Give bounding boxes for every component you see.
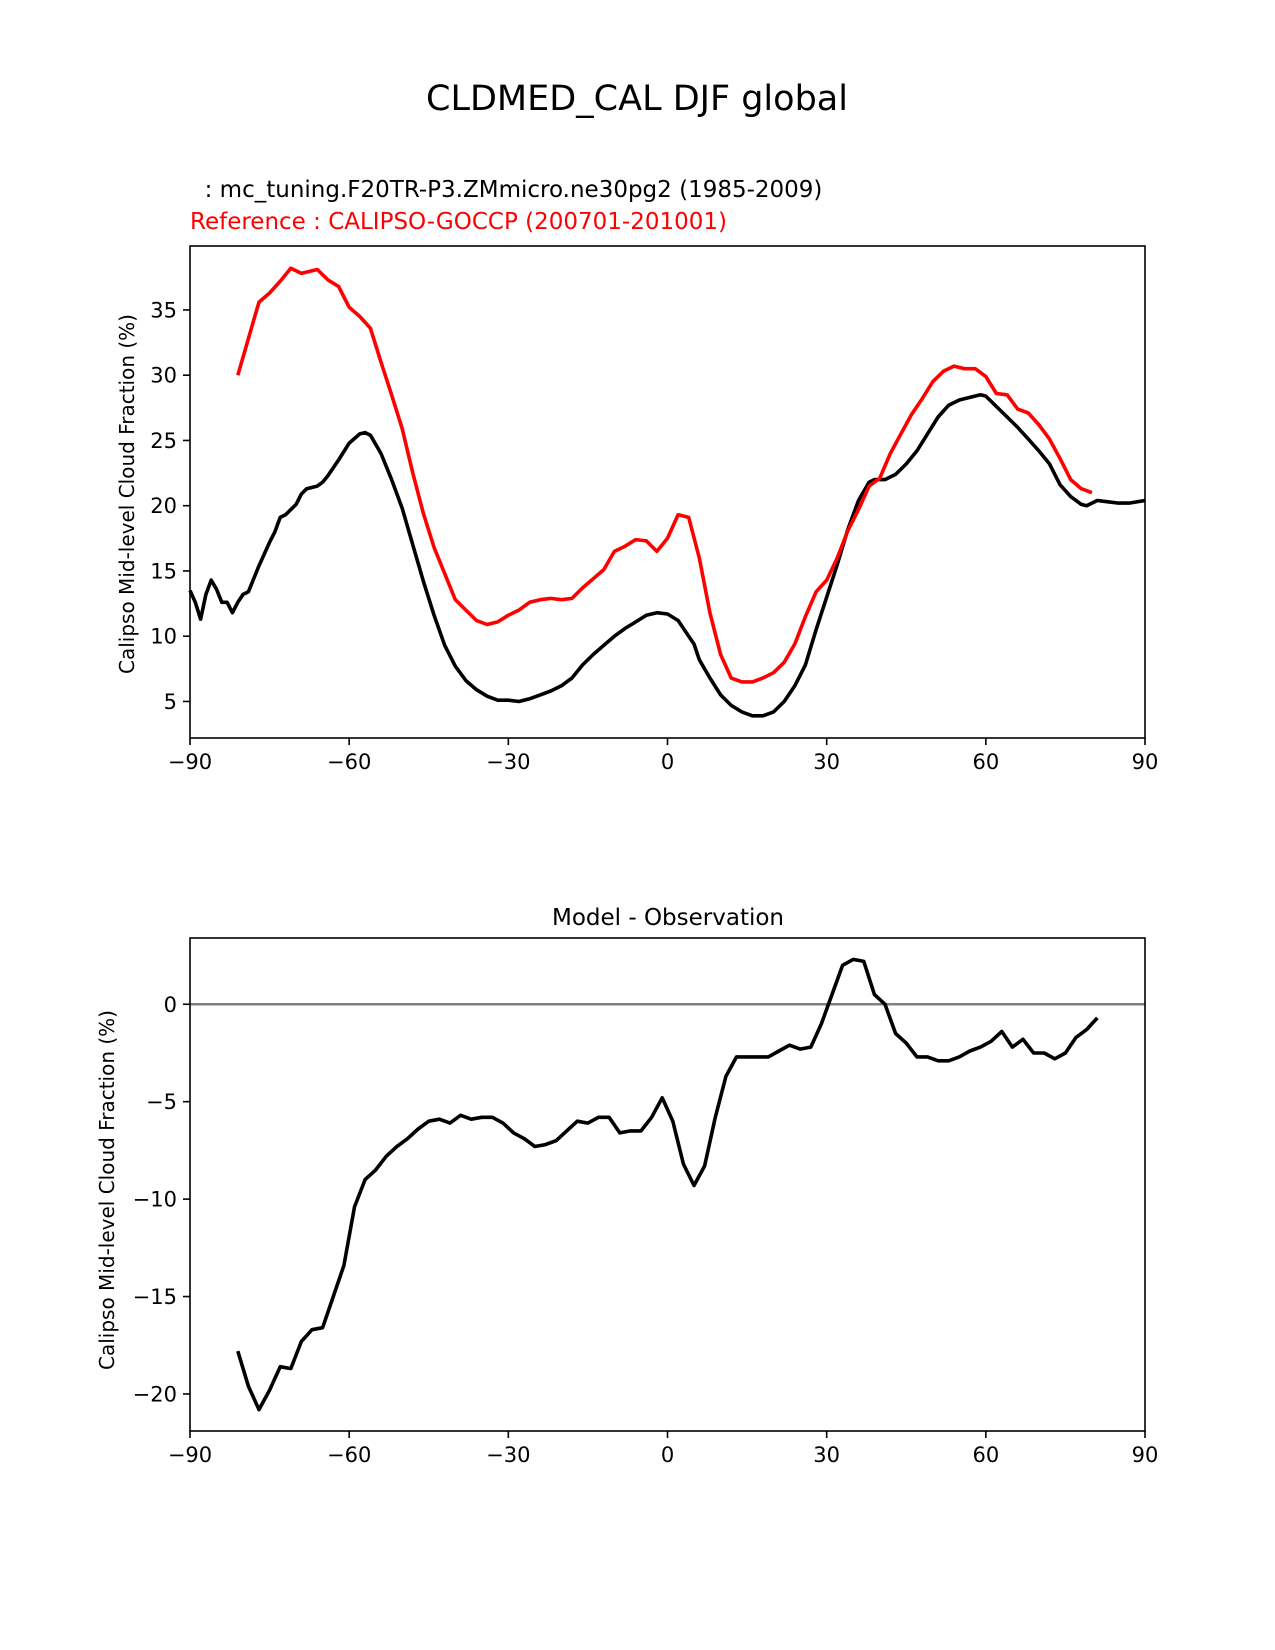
bottom-y-axis-label: Calipso Mid-level Cloud Fraction (%) bbox=[95, 1010, 119, 1370]
reference-subtitle: Reference : CALIPSO-GOCCP (200701-201001… bbox=[190, 209, 727, 235]
top-x-tick-label: −30 bbox=[486, 750, 530, 774]
top-plot-area: −90 −60 −30 0 30 60 90 5 10 15 20 25 30 35 bbox=[150, 245, 1159, 774]
top-x-tick-label: −60 bbox=[327, 750, 371, 774]
top-y-axis-label: Calipso Mid-level Cloud Fraction (%) bbox=[115, 314, 139, 674]
top-panel: : mc_tuning.F20TR-P3.ZMmicro.ne30pg2 (19… bbox=[115, 177, 1158, 774]
bottom-x-tick-label: −90 bbox=[168, 1443, 212, 1467]
top-y-tick-label: 20 bbox=[150, 494, 177, 518]
top-x-tick-label: 90 bbox=[1132, 750, 1159, 774]
bottom-x-tick-label: 60 bbox=[972, 1443, 999, 1467]
bottom-x-tick-label: −30 bbox=[486, 1443, 530, 1467]
top-x-tick-label: 0 bbox=[661, 750, 674, 774]
bottom-x-tick-label: 30 bbox=[813, 1443, 840, 1467]
top-x-tick-label: −90 bbox=[168, 750, 212, 774]
bottom-x-tick-label: 90 bbox=[1132, 1443, 1159, 1467]
bottom-x-tick-label: 0 bbox=[661, 1443, 674, 1467]
model-subtitle: : mc_tuning.F20TR-P3.ZMmicro.ne30pg2 (19… bbox=[190, 177, 822, 203]
bottom-y-tick-label: −15 bbox=[133, 1285, 177, 1309]
difference-title: Model - Observation bbox=[552, 905, 784, 931]
top-y-tick-label: 25 bbox=[150, 429, 177, 453]
top-y-tick-label: 5 bbox=[164, 690, 177, 714]
difference-series-line bbox=[236, 957, 1099, 1412]
top-x-tick-label: 30 bbox=[813, 750, 840, 774]
bottom-y-tick-label: 0 bbox=[164, 993, 177, 1017]
top-y-tick-label: 35 bbox=[150, 298, 177, 322]
top-y-tick-label: 15 bbox=[150, 559, 177, 583]
bottom-panel: Model - Observation Calipso Mid-level Cl… bbox=[95, 905, 1158, 1467]
top-y-tick-label: 10 bbox=[150, 625, 177, 649]
bottom-y-tick-label: −10 bbox=[133, 1188, 177, 1212]
top-y-tick-label: 30 bbox=[150, 364, 177, 388]
bottom-y-tick-label: −20 bbox=[133, 1382, 177, 1406]
bottom-x-tick-label: −60 bbox=[327, 1443, 371, 1467]
top-x-tick-label: 60 bbox=[972, 750, 999, 774]
bottom-y-tick-label: −5 bbox=[146, 1090, 177, 1114]
model-series-line bbox=[188, 393, 1146, 718]
bottom-plot-area: −90 −60 −30 0 30 60 90 −20 −15 −10 −5 0 bbox=[133, 937, 1159, 1467]
reference-series-line bbox=[236, 266, 1093, 684]
figure-title: CLDMED_CAL DJF global bbox=[426, 79, 848, 119]
